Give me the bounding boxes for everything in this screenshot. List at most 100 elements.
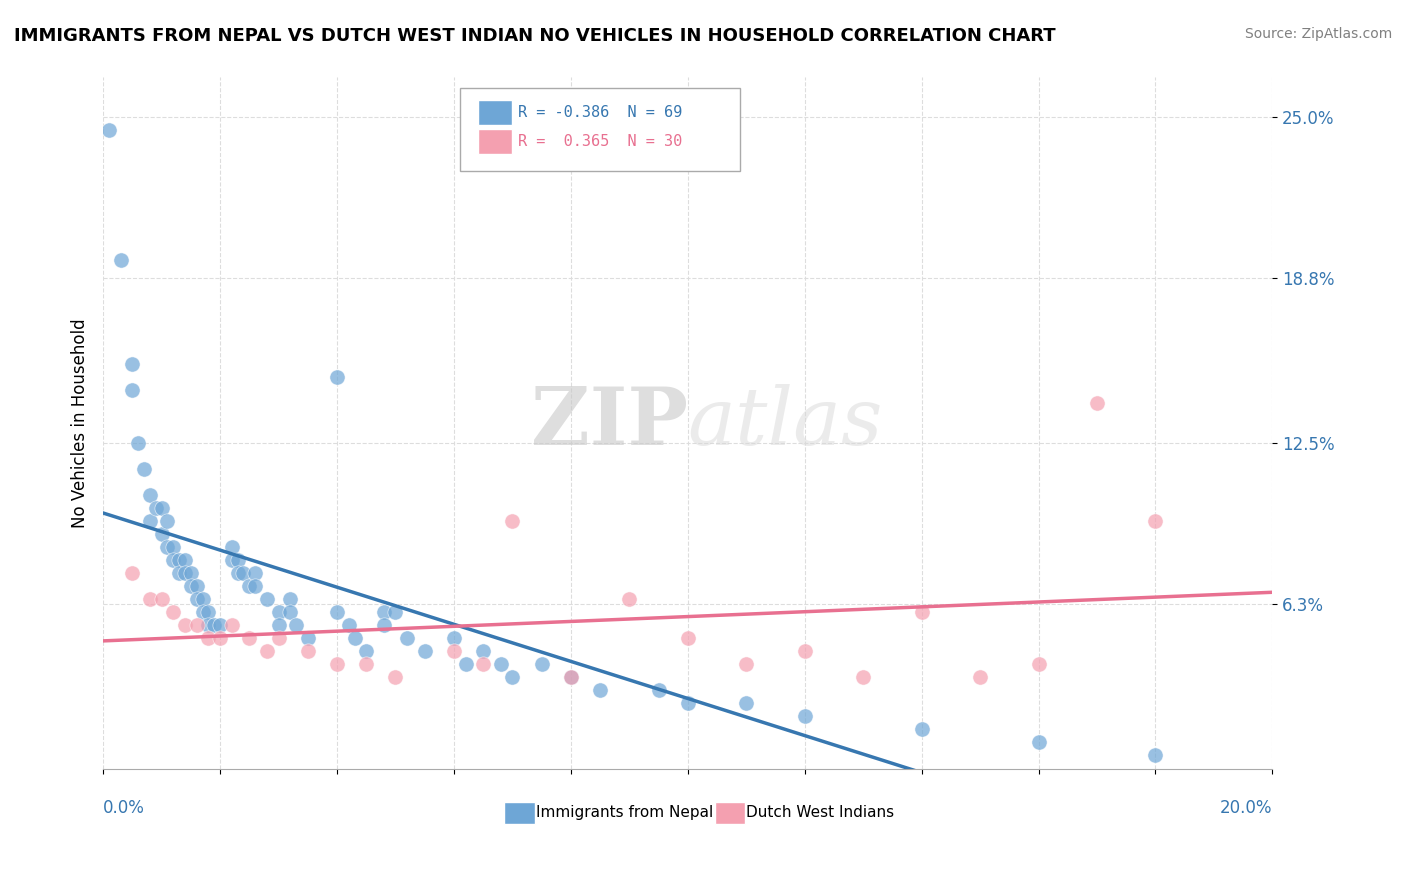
Point	[238, 579, 260, 593]
Point	[156, 540, 179, 554]
Point	[174, 553, 197, 567]
Point	[221, 553, 243, 567]
Point	[326, 370, 349, 384]
Point	[238, 631, 260, 645]
Point	[297, 631, 319, 645]
Point	[337, 618, 360, 632]
Point	[232, 566, 254, 580]
Point	[793, 709, 815, 723]
Point	[354, 657, 377, 672]
Point	[197, 631, 219, 645]
Point	[472, 644, 495, 658]
FancyBboxPatch shape	[478, 100, 512, 125]
Point	[226, 553, 249, 567]
Point	[191, 605, 214, 619]
Point	[139, 514, 162, 528]
Point	[676, 631, 699, 645]
Point	[530, 657, 553, 672]
Point	[910, 605, 932, 619]
Point	[180, 566, 202, 580]
FancyBboxPatch shape	[460, 87, 741, 170]
Point	[326, 605, 349, 619]
FancyBboxPatch shape	[478, 129, 512, 154]
Point	[121, 357, 143, 371]
Point	[1085, 396, 1108, 410]
Point	[969, 670, 991, 684]
Point	[174, 618, 197, 632]
Point	[373, 618, 395, 632]
Point	[221, 540, 243, 554]
Point	[560, 670, 582, 684]
Point	[278, 605, 301, 619]
Point	[209, 618, 232, 632]
Point	[180, 579, 202, 593]
Point	[373, 605, 395, 619]
Point	[226, 566, 249, 580]
Text: 20.0%: 20.0%	[1220, 799, 1272, 817]
Point	[186, 579, 208, 593]
Point	[326, 657, 349, 672]
Text: Immigrants from Nepal: Immigrants from Nepal	[536, 805, 713, 820]
Point	[139, 592, 162, 607]
Point	[121, 566, 143, 580]
Point	[110, 252, 132, 267]
Point	[1028, 657, 1050, 672]
FancyBboxPatch shape	[714, 802, 745, 824]
Point	[202, 618, 225, 632]
Point	[285, 618, 308, 632]
FancyBboxPatch shape	[505, 802, 534, 824]
Point	[221, 618, 243, 632]
Point	[454, 657, 477, 672]
Text: 0.0%: 0.0%	[103, 799, 145, 817]
Point	[589, 683, 612, 698]
Text: IMMIGRANTS FROM NEPAL VS DUTCH WEST INDIAN NO VEHICLES IN HOUSEHOLD CORRELATION : IMMIGRANTS FROM NEPAL VS DUTCH WEST INDI…	[14, 27, 1056, 45]
Point	[384, 670, 406, 684]
Point	[150, 592, 173, 607]
Point	[162, 553, 184, 567]
Point	[267, 605, 290, 619]
Point	[278, 592, 301, 607]
Point	[489, 657, 512, 672]
Text: Source: ZipAtlas.com: Source: ZipAtlas.com	[1244, 27, 1392, 41]
Point	[197, 618, 219, 632]
Point	[343, 631, 366, 645]
Text: ZIP: ZIP	[531, 384, 688, 462]
Point	[267, 618, 290, 632]
Point	[1144, 514, 1167, 528]
Point	[197, 605, 219, 619]
Y-axis label: No Vehicles in Household: No Vehicles in Household	[72, 318, 89, 528]
Point	[384, 605, 406, 619]
Point	[150, 526, 173, 541]
Point	[297, 644, 319, 658]
Point	[256, 644, 278, 658]
Point	[162, 540, 184, 554]
Point	[1144, 748, 1167, 763]
Point	[167, 553, 190, 567]
Point	[267, 631, 290, 645]
Point	[501, 670, 523, 684]
Point	[443, 644, 465, 658]
Point	[139, 488, 162, 502]
Point	[243, 579, 266, 593]
Point	[186, 592, 208, 607]
Text: R = -0.386  N = 69: R = -0.386 N = 69	[519, 105, 682, 120]
Point	[793, 644, 815, 658]
Point	[191, 592, 214, 607]
Point	[156, 514, 179, 528]
Point	[852, 670, 875, 684]
Point	[127, 435, 149, 450]
Point	[98, 122, 121, 136]
Point	[150, 500, 173, 515]
Text: R =  0.365  N = 30: R = 0.365 N = 30	[519, 134, 682, 149]
Text: atlas: atlas	[688, 384, 883, 462]
Point	[647, 683, 669, 698]
Point	[735, 696, 758, 710]
Point	[443, 631, 465, 645]
Point	[1028, 735, 1050, 749]
Point	[472, 657, 495, 672]
Point	[209, 631, 232, 645]
Point	[186, 618, 208, 632]
Point	[619, 592, 641, 607]
Point	[354, 644, 377, 658]
Point	[121, 384, 143, 398]
